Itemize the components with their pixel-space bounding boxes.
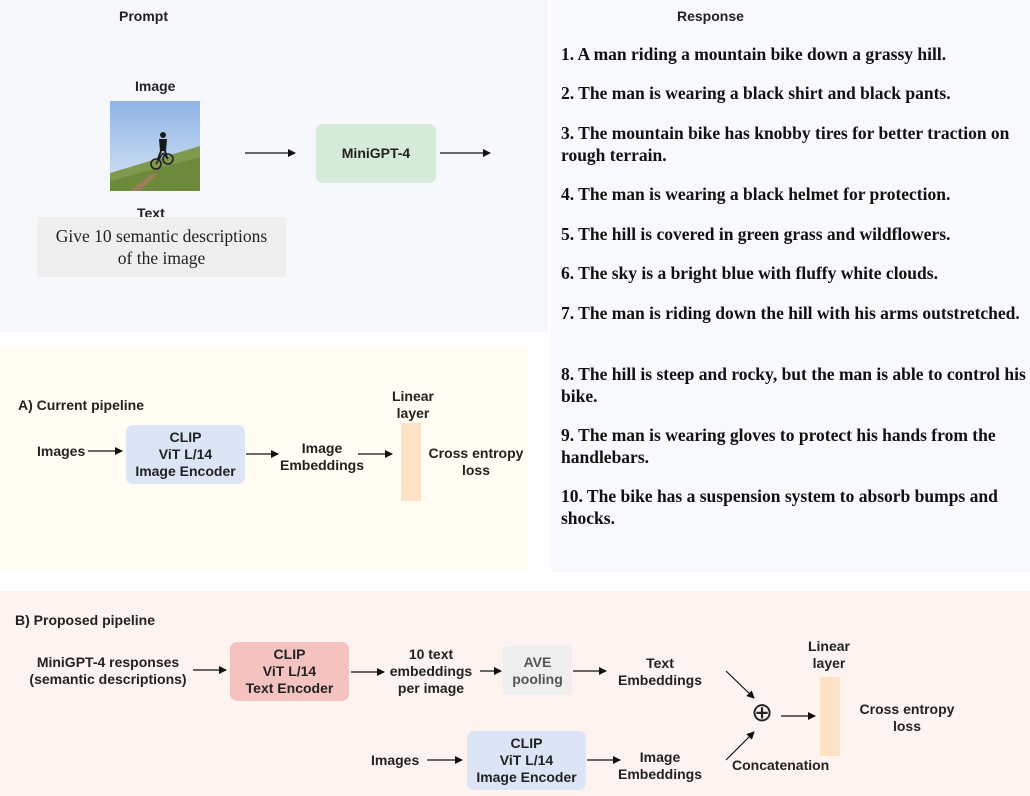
pipeline-b-text-encoder: CLIP ViT L/14 Text Encoder (230, 642, 349, 701)
prompt-text-box: Give 10 semantic descriptions of the ima… (37, 217, 286, 277)
pipeline-b-ave-pooling: AVE pooling (503, 646, 572, 695)
pipeline-b-image-encoder: CLIP ViT L/14 Image Encoder (467, 731, 586, 790)
pipeline-a-linear-layer (401, 423, 421, 501)
pipeline-a-linear-label: Linear layer (391, 388, 434, 421)
bike-photo (110, 101, 200, 191)
prompt-header: Prompt (119, 8, 168, 24)
arrow-b-image-to-concat (725, 731, 755, 761)
pipeline-b-linear-layer (820, 677, 840, 756)
response-item-5: 5. The hill is covered in green grass an… (561, 224, 951, 244)
response-item-7: 7. The man is riding down the hill with … (561, 303, 1020, 323)
pipeline-a-images-label: Images (37, 443, 86, 459)
pipeline-a-image-encoder: CLIP ViT L/14 Image Encoder (126, 425, 245, 484)
pipeline-b-title: B) Proposed pipeline (15, 612, 156, 628)
pipeline-b-10-text-embeddings: 10 text embeddings per image (389, 646, 473, 696)
pipeline-b-responses-label: MiniGPT-4 responses (semantic descriptio… (29, 654, 187, 687)
response-item-4: 4. The man is wearing a black helmet for… (561, 184, 951, 204)
image-label: Image (135, 78, 176, 94)
pipeline-b-concatenation-label: Concatenation (732, 757, 830, 773)
minigpt4-box: MiniGPT-4 (316, 124, 436, 183)
pipeline-a-image-embeddings: Image Embeddings (279, 440, 364, 473)
pipeline-b-images-label: Images (371, 752, 420, 768)
response-item-10: 10. The bike has a suspension system to … (561, 486, 998, 528)
response-item-8: 8. The hill is steep and rocky, but the … (561, 364, 1026, 406)
pipeline-b-image-embeddings: Image Embeddings (617, 749, 702, 782)
response-item-1: 1. A man riding a mountain bike down a g… (561, 44, 947, 64)
pipeline-a-loss: Cross entropy loss (428, 445, 524, 478)
pipeline-b-text-embeddings: Text Embeddings (617, 655, 702, 688)
arrow-b-text-to-concat (725, 670, 755, 699)
response-item-3: 3. The mountain bike has knobby tires fo… (561, 123, 1010, 165)
response-item-6: 6. The sky is a bright blue with fluffy … (561, 263, 938, 283)
response-item-9: 9. The man is wearing gloves to protect … (561, 425, 996, 467)
pipeline-b-linear-label: Linear layer (807, 638, 850, 671)
pipeline-a-title: A) Current pipeline (18, 397, 145, 413)
concat-plus-icon: ⊕ (751, 698, 773, 728)
pipeline-b-loss: Cross entropy loss (859, 701, 955, 734)
pipeline-a-panel (0, 347, 529, 571)
response-panel (551, 0, 1030, 572)
response-header: Response (677, 8, 744, 24)
response-item-2: 2. The man is wearing a black shirt and … (561, 83, 951, 103)
